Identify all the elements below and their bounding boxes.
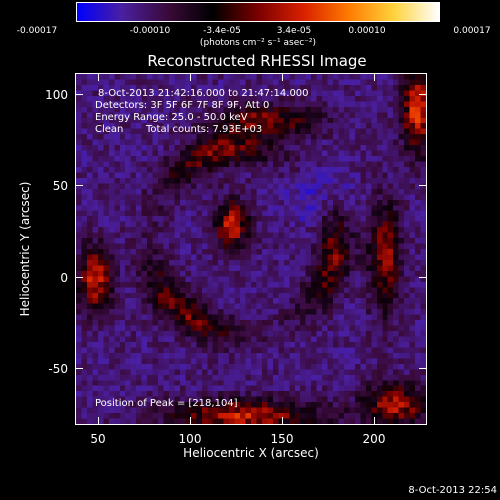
x-tick-label: 150 [270,432,294,446]
tick-mark [419,368,426,369]
info-peak-position: Position of Peak = [218,104] [95,398,238,409]
tick-mark [419,94,426,95]
y-tick-label: 100 [45,88,68,102]
tick-mark [76,277,83,278]
x-tick-label: 50 [90,432,106,446]
x-tick-label: 200 [362,432,386,446]
image-title: Reconstructed RHESSI Image [147,52,367,70]
tick-mark [374,74,375,81]
colorbar-tick: -0.00010 [129,26,171,36]
tick-mark [282,417,283,424]
colorbar [76,2,440,22]
x-tick-label: 100 [178,432,202,446]
info-energy-range: Energy Range: 25.0 - 50.0 keV [95,112,248,123]
colorbar-tick: 3.4e-05 [276,26,312,36]
x-axis-label: Heliocentric X (arcsec) [183,446,319,460]
image-plot [75,73,427,425]
y-tick-label: 0 [60,271,68,285]
tick-mark [98,74,99,81]
info-detectors: Detectors: 3F 5F 6F 7F 8F 9F, Att 0 [95,100,270,111]
y-tick-label: -50 [48,362,68,376]
tick-mark [419,185,426,186]
plot-timestamp: 8-Oct-2013 22:54 [408,485,497,496]
tick-mark [98,417,99,424]
info-time-range: 8-Oct-2013 21:42:16.000 to 21:47:14.000 [98,88,309,99]
heatmap-image [76,74,426,424]
colorbar-tick: -0.00017 [16,26,58,36]
colorbar-tick: -3.4e-05 [203,26,241,36]
tick-mark [419,277,426,278]
tick-mark [190,74,191,81]
tick-mark [76,185,83,186]
colorbar-tick: 0.00010 [348,26,386,36]
tick-mark [374,417,375,424]
y-tick-label: 50 [52,179,68,193]
tick-mark [76,94,83,95]
y-axis-label: Heliocentric Y (arcsec) [18,181,32,317]
colorbar-units: (photons cm⁻² s⁻¹ asec⁻²) [199,38,317,48]
tick-mark [76,368,83,369]
info-algorithm: Clean [95,124,124,135]
colorbar-tick: 0.00017 [453,26,491,36]
tick-mark [282,74,283,81]
info-total-counts: Total counts: 7.93E+03 [146,124,263,135]
tick-mark [190,417,191,424]
